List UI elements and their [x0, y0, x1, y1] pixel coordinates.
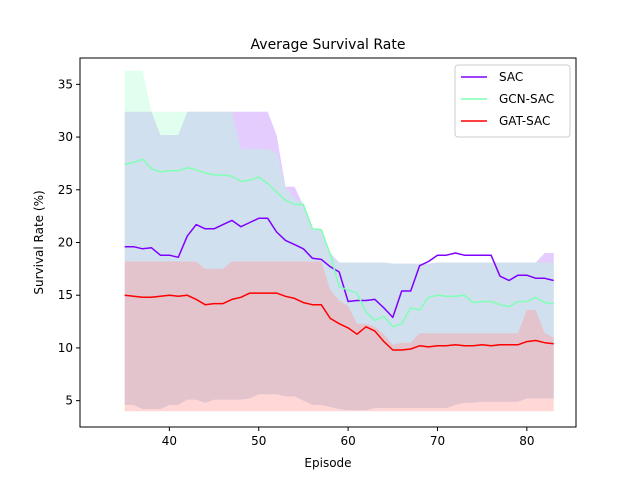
- y-tick-label: 20: [58, 236, 73, 250]
- y-tick-label: 35: [58, 77, 73, 91]
- x-tick-label: 80: [519, 434, 534, 448]
- x-axis-ticks: 40 50 60 70 80: [162, 427, 534, 448]
- legend-label: GCN-SAC: [499, 92, 554, 106]
- y-tick-label: 5: [65, 394, 73, 408]
- y-tick-label: 30: [58, 130, 73, 144]
- x-tick-label: 40: [162, 434, 177, 448]
- line-series-1: [124, 158, 554, 328]
- y-tick-label: 15: [58, 288, 73, 302]
- chart-title: Average Survival Rate: [251, 37, 406, 53]
- legend: SAC GCN-SAC GAT-SAC: [454, 64, 571, 138]
- x-tick-label: 60: [340, 434, 355, 448]
- band-series-1: [124, 70, 554, 411]
- y-tick-label: 10: [58, 341, 73, 355]
- line-series-2: [124, 292, 554, 351]
- line-series-0: [124, 217, 554, 319]
- y-axis-label: Survival Rate (%): [32, 190, 46, 294]
- band-series-0: [124, 111, 554, 411]
- y-axis-ticks: 5 10 15 20 25 30 35: [58, 77, 80, 408]
- series-lines: [124, 158, 554, 351]
- legend-label: GAT-SAC: [499, 114, 550, 128]
- x-tick-label: 50: [251, 434, 266, 448]
- x-axis-label: Episode: [304, 456, 351, 470]
- legend-label: SAC: [499, 70, 523, 84]
- y-tick-label: 25: [58, 183, 73, 197]
- x-tick-label: 70: [430, 434, 445, 448]
- legend-box: [454, 64, 571, 138]
